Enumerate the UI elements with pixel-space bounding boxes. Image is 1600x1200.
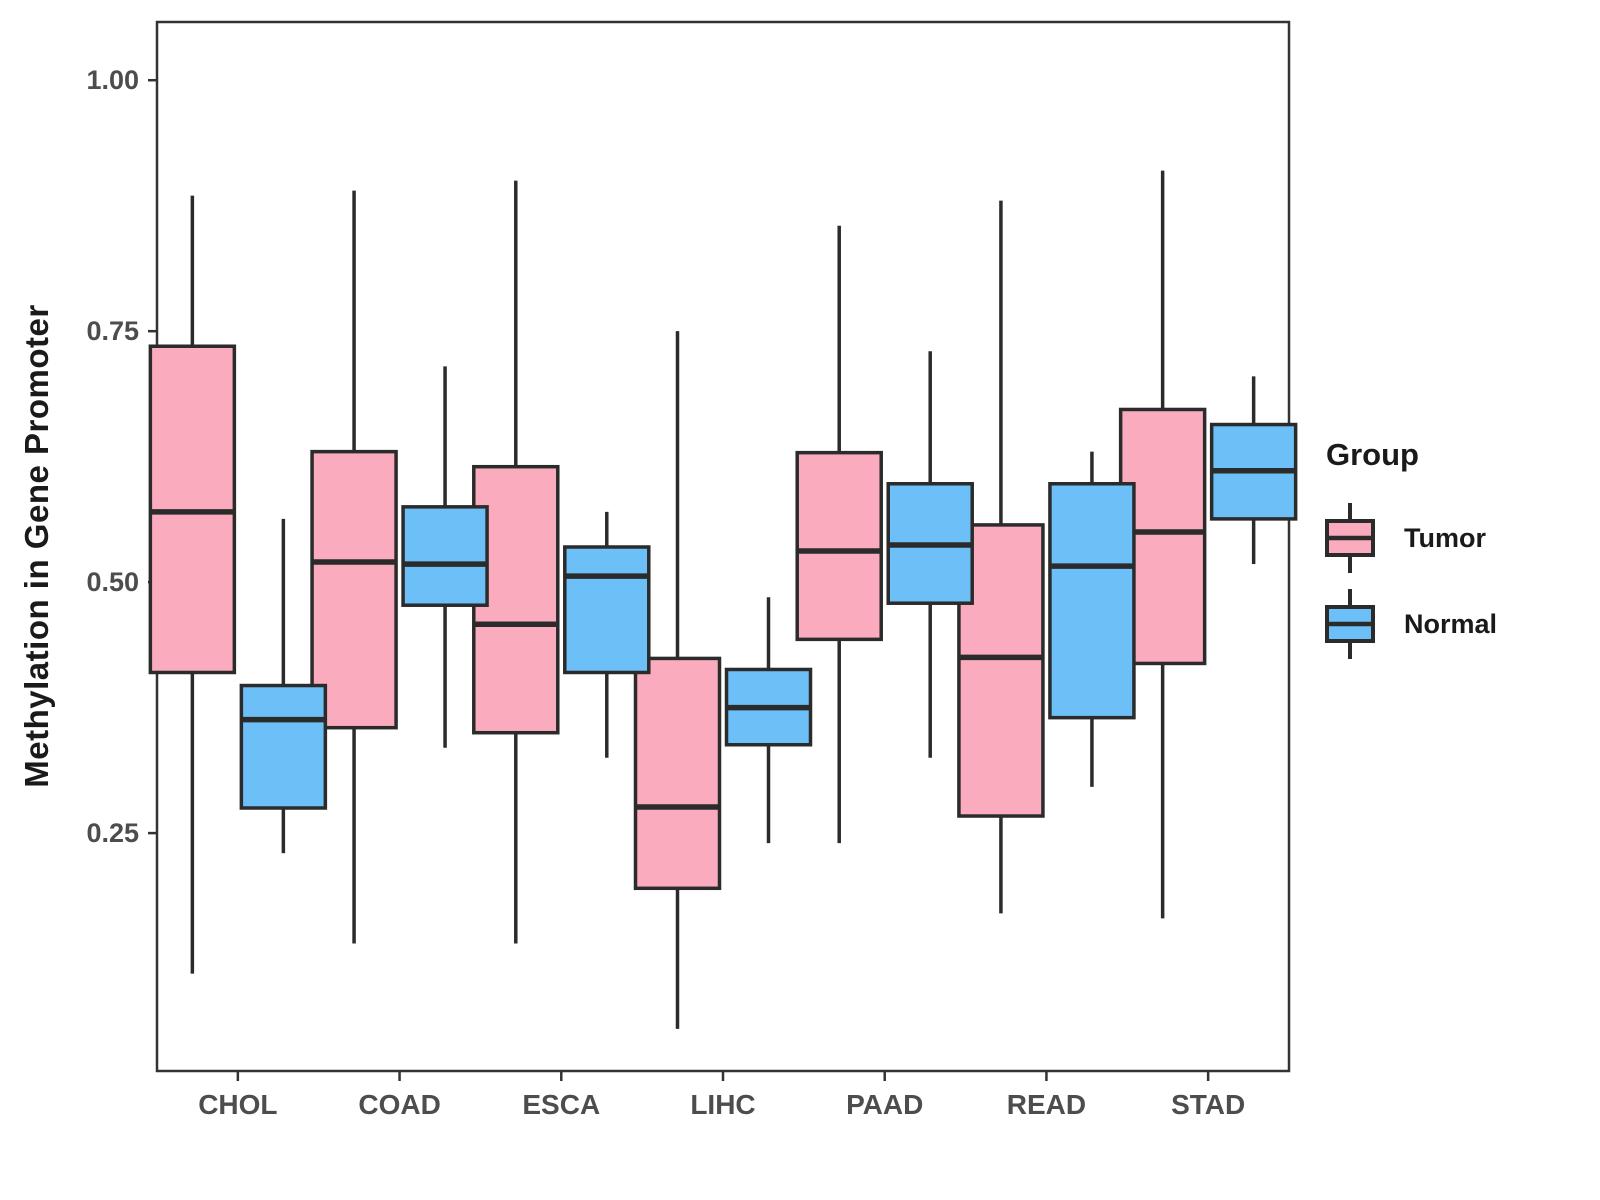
legend-entries: Tumor Normal — [1322, 493, 1497, 671]
x-tick-label-chol: CHOL — [198, 1089, 277, 1120]
legend-label-tumor: Tumor — [1404, 522, 1486, 553]
legend-key-normal-icon — [1325, 589, 1375, 659]
y-tick-label: 0.50 — [86, 567, 139, 597]
y-tick-label: 0.75 — [86, 316, 139, 346]
box-read-normal — [1048, 482, 1136, 720]
legend-key-tumor-icon — [1325, 503, 1375, 573]
x-tick-label-stad: STAD — [1171, 1089, 1245, 1120]
y-axis-title: Methylation in Gene Promoter — [18, 304, 55, 788]
legend: Group Tumor Normal — [1322, 437, 1497, 671]
legend-label-normal: Normal — [1404, 608, 1498, 639]
box-esca-normal — [563, 545, 651, 675]
x-tick-label-lihc: LIHC — [690, 1089, 755, 1120]
x-tick-label-read: READ — [1007, 1089, 1086, 1120]
box-coad-normal — [401, 505, 489, 607]
box-paad-tumor — [795, 450, 883, 642]
legend-entry-normal: Normal — [1322, 585, 1497, 663]
box-lihc-tumor — [633, 656, 722, 891]
legend-entry-tumor: Tumor — [1322, 499, 1497, 577]
x-tick-label-coad: COAD — [358, 1089, 440, 1120]
x-tick-label-esca: ESCA — [522, 1089, 600, 1120]
y-tick-label: 0.25 — [86, 818, 139, 848]
y-tick-label: 1.00 — [86, 65, 139, 95]
box-chol-normal — [239, 683, 328, 810]
legend-title: Group — [1326, 437, 1419, 472]
box-coad-tumor — [310, 449, 398, 730]
x-tick-label-paad: PAAD — [846, 1089, 923, 1120]
